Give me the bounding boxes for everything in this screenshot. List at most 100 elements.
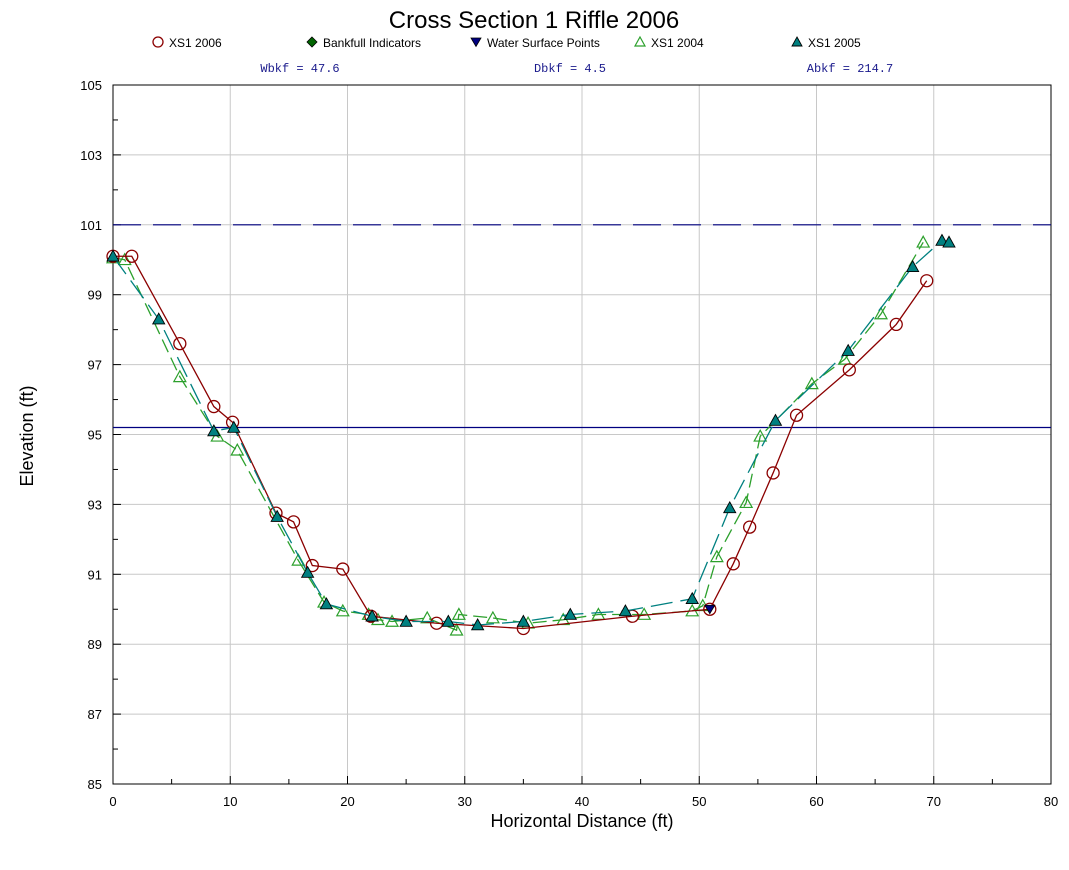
x-tick-label: 20 (340, 794, 354, 809)
data-point (841, 343, 855, 356)
data-point (768, 413, 783, 426)
y-tick-label: 85 (88, 777, 102, 792)
data-point (151, 312, 166, 325)
data-point (837, 352, 852, 365)
data-point (709, 549, 724, 563)
data-point (743, 520, 757, 534)
x-tick-label: 40 (575, 794, 589, 809)
bankfull-annotation: Wbkf = 47.6 (260, 62, 339, 76)
data-point (485, 610, 500, 624)
chart-title: Cross Section 1 Riffle 2006 (389, 7, 679, 34)
legend-marker (152, 36, 164, 48)
legend-label: XS1 2006 (169, 36, 222, 50)
data-point (230, 442, 245, 456)
data-point (172, 369, 187, 383)
legend-item: XS1 2005 (791, 36, 861, 50)
y-axis-label: Elevation (ft) (17, 385, 37, 486)
y-tick-label: 89 (88, 637, 102, 652)
x-tick-label: 10 (223, 794, 237, 809)
data-point (305, 558, 319, 573)
y-tick-label: 97 (88, 358, 102, 373)
data-point (335, 603, 350, 617)
y-tick-label: 103 (80, 148, 102, 163)
legend-item: XS1 2006 (152, 36, 222, 50)
data-point (685, 591, 699, 605)
legend-marker (470, 37, 482, 48)
legend-label: Water Surface Points (487, 36, 600, 50)
x-tick-label: 80 (1044, 794, 1058, 809)
data-point (591, 607, 606, 620)
data-point (286, 515, 301, 529)
series-group (105, 233, 956, 636)
legend-label: XS1 2004 (651, 36, 704, 50)
data-point (336, 562, 350, 576)
bankfull-annotation: Dbkf = 4.5 (534, 62, 606, 76)
data-point (704, 604, 716, 615)
y-tick-label: 95 (88, 428, 102, 443)
data-point (726, 557, 740, 571)
series-xs1-2005 (106, 233, 956, 631)
data-point (942, 235, 956, 248)
data-point (637, 607, 652, 620)
series-water-surface-points (704, 604, 716, 615)
grid-lines (112, 84, 1052, 785)
data-point (300, 565, 315, 578)
data-point (207, 424, 221, 437)
data-point (739, 495, 754, 509)
legend-label: Bankfull Indicators (323, 36, 421, 50)
data-point (207, 399, 221, 414)
data-point (916, 235, 931, 248)
series-line (112, 241, 924, 632)
legend-marker (633, 35, 647, 47)
legend-item: Bankfull Indicators (306, 36, 421, 50)
data-point (905, 259, 920, 272)
data-point (429, 616, 444, 630)
data-point (753, 429, 768, 442)
data-point (319, 597, 334, 610)
data-point (125, 249, 139, 263)
data-point (920, 274, 934, 288)
x-tick-label: 0 (109, 794, 116, 809)
legend-item: Water Surface Points (470, 36, 600, 50)
y-tick-label: 91 (88, 567, 102, 582)
data-point (889, 317, 903, 332)
x-axis-label: Horizontal Distance (ft) (490, 811, 673, 831)
x-tick-label: 50 (692, 794, 706, 809)
data-point (441, 614, 456, 627)
y-tick-label: 99 (88, 288, 102, 303)
data-point (117, 252, 132, 266)
x-tick-label: 30 (458, 794, 472, 809)
data-point (516, 614, 531, 627)
data-point (399, 614, 413, 627)
data-point (722, 500, 737, 514)
y-tick-label: 87 (88, 707, 102, 722)
y-tick-label: 101 (80, 218, 102, 233)
x-tick-label: 60 (809, 794, 823, 809)
series-xs1-2006 (106, 249, 934, 636)
data-point (842, 363, 856, 377)
y-tick-label: 105 (80, 78, 102, 93)
data-point (270, 509, 284, 522)
data-point (173, 336, 187, 351)
legend: XS1 2006 Bankfull Indicators Water Surface… (152, 35, 861, 50)
data-point (873, 306, 889, 320)
reference-lines (113, 224, 1051, 429)
legend-marker (306, 36, 318, 48)
axes: 0 10 20 30 40 50 60 70 80 85 87 89 91 93 95 97 99 101 103 1… (80, 78, 1058, 809)
data-point (385, 614, 400, 627)
bankfull-annotation: Abkf = 214.7 (807, 62, 893, 76)
data-point (365, 609, 379, 622)
data-point (563, 607, 578, 620)
data-point (364, 609, 378, 623)
x-tick-label: 70 (927, 794, 941, 809)
data-point (106, 249, 120, 262)
data-point (451, 607, 466, 620)
y-tick-label: 93 (88, 497, 102, 512)
data-point (766, 466, 780, 480)
data-point (449, 622, 464, 636)
data-point (703, 602, 717, 616)
series-line (113, 255, 928, 630)
data-point (618, 604, 633, 617)
data-point (227, 420, 241, 433)
